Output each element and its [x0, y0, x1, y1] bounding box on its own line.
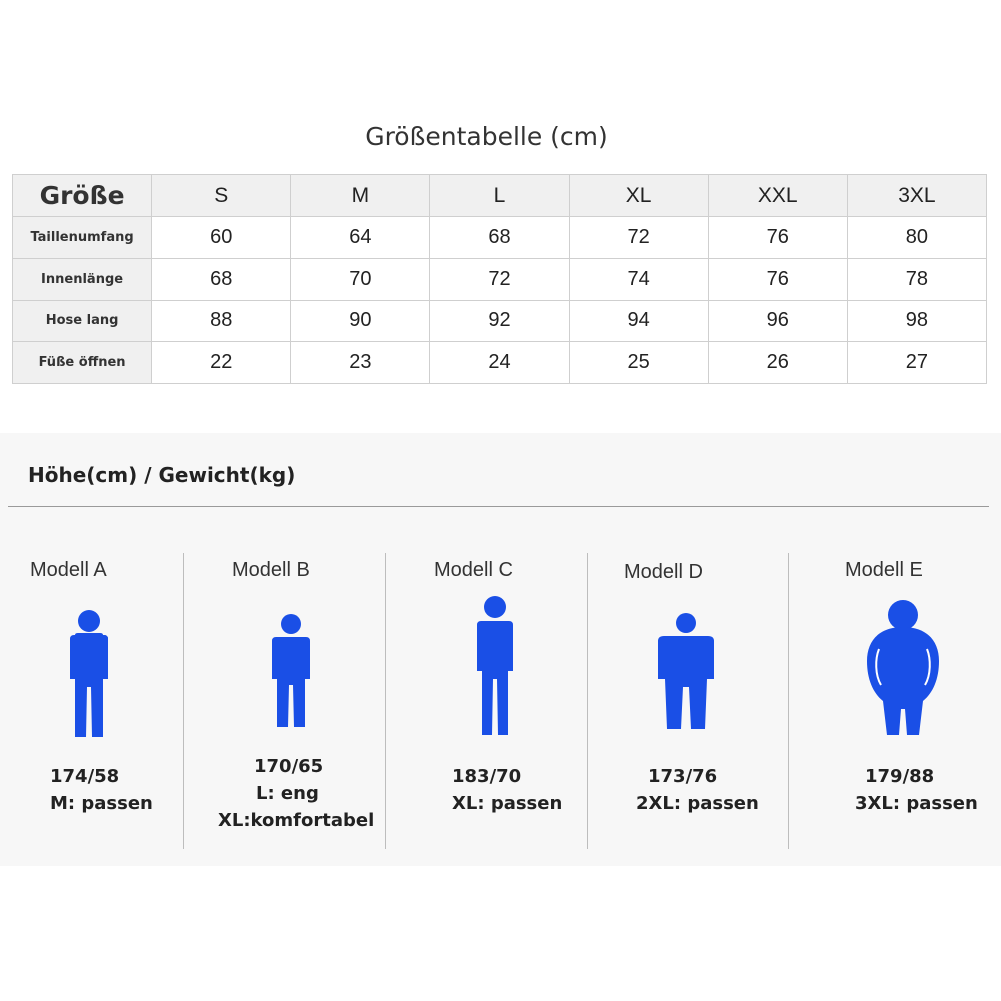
size-header-row: Größe S M L XL XXL 3XL	[11, 174, 988, 217]
table-cell: 26	[707, 341, 848, 384]
column-divider	[587, 553, 588, 849]
fit-note: 3XL: passen	[855, 793, 978, 814]
model-card-b: Modell B 170/65 L: eng XL:komfortabel	[184, 553, 385, 853]
table-cell: 27	[846, 341, 988, 384]
height-weight: 174/58	[50, 766, 120, 787]
table-cell: 25	[568, 341, 709, 384]
model-stats: 170/65 L: eng XL:komfortabel	[218, 753, 374, 834]
table-cell: 92	[429, 299, 570, 343]
table-cell: 80	[846, 216, 988, 259]
fit-note: XL: passen	[452, 793, 563, 814]
table-cell: 72	[568, 216, 709, 259]
model-name: Modell B	[232, 559, 310, 581]
model-card-e: Modell E 179/88 3XL: passen	[789, 553, 1001, 853]
row-label: Hose lang	[11, 299, 153, 343]
size-chart-title: Größentabelle (cm)	[365, 122, 608, 151]
table-cell: 60	[151, 216, 292, 259]
height-weight: 183/70	[452, 766, 522, 787]
model-name: Modell E	[845, 559, 923, 581]
fit-note: L: eng	[256, 783, 319, 804]
person-icon	[658, 613, 714, 729]
height-weight: 173/76	[648, 766, 718, 787]
row-label: Füße öffnen	[11, 341, 153, 384]
table-row: Füße öffnen 22 23 24 25 26 27	[11, 341, 988, 384]
size-header-cell: S	[151, 174, 292, 217]
model-name: Modell C	[434, 559, 513, 581]
size-header-cell: L	[429, 174, 570, 217]
table-cell: 68	[429, 216, 570, 259]
fit-note: M: passen	[50, 793, 153, 814]
table-cell: 74	[568, 257, 709, 301]
panel-divider	[8, 506, 989, 507]
height-weight: 170/65	[254, 756, 324, 777]
table-row: Innenlänge 68 70 72 74 76 78	[11, 257, 988, 301]
table-cell: 76	[707, 216, 848, 259]
column-divider	[385, 553, 386, 849]
table-cell: 98	[846, 299, 988, 343]
model-card-c: Modell C 183/70 XL: passen	[386, 553, 587, 853]
table-cell: 88	[151, 299, 292, 343]
fit-note: XL:komfortabel	[218, 810, 375, 831]
model-name: Modell D	[624, 561, 703, 583]
table-cell: 76	[707, 257, 848, 301]
table-row: Hose lang 88 90 92 94 96 98	[11, 299, 988, 343]
model-card-d: Modell D 173/76 2XL: passen	[588, 553, 788, 853]
table-cell: 64	[290, 216, 431, 259]
person-icon	[477, 596, 513, 735]
table-row: Taillenumfang 60 64 68 72 76 80	[11, 216, 988, 259]
model-stats: 179/88 3XL: passen	[855, 763, 978, 817]
person-icon	[867, 600, 939, 735]
column-divider	[183, 553, 184, 849]
person-icon	[70, 610, 108, 737]
size-header-cell: 3XL	[846, 174, 988, 217]
size-table: Größe S M L XL XXL 3XL Taillenumfang 60 …	[11, 174, 988, 384]
model-panel: Höhe(cm) / Gewicht(kg) Modell A 174/58 M…	[0, 433, 1001, 866]
table-cell: 90	[290, 299, 431, 343]
size-header-label: Größe	[11, 174, 153, 217]
model-card-a: Modell A 174/58 M: passen	[0, 553, 183, 853]
person-icon	[272, 614, 310, 727]
model-panel-title: Höhe(cm) / Gewicht(kg)	[28, 463, 296, 487]
table-cell: 78	[846, 257, 988, 301]
table-cell: 96	[707, 299, 848, 343]
fit-note: 2XL: passen	[636, 793, 759, 814]
table-cell: 72	[429, 257, 570, 301]
model-stats: 173/76 2XL: passen	[636, 763, 759, 817]
table-cell: 23	[290, 341, 431, 384]
table-cell: 70	[290, 257, 431, 301]
size-header-cell: XXL	[707, 174, 848, 217]
model-stats: 183/70 XL: passen	[452, 763, 562, 817]
height-weight: 179/88	[865, 766, 935, 787]
size-header-cell: XL	[568, 174, 709, 217]
row-label: Innenlänge	[11, 257, 153, 301]
table-cell: 68	[151, 257, 292, 301]
row-label: Taillenumfang	[11, 216, 153, 259]
table-cell: 22	[151, 341, 292, 384]
table-cell: 94	[568, 299, 709, 343]
model-stats: 174/58 M: passen	[50, 763, 153, 817]
model-name: Modell A	[30, 559, 107, 581]
size-header-cell: M	[290, 174, 431, 217]
column-divider	[788, 553, 789, 849]
table-cell: 24	[429, 341, 570, 384]
